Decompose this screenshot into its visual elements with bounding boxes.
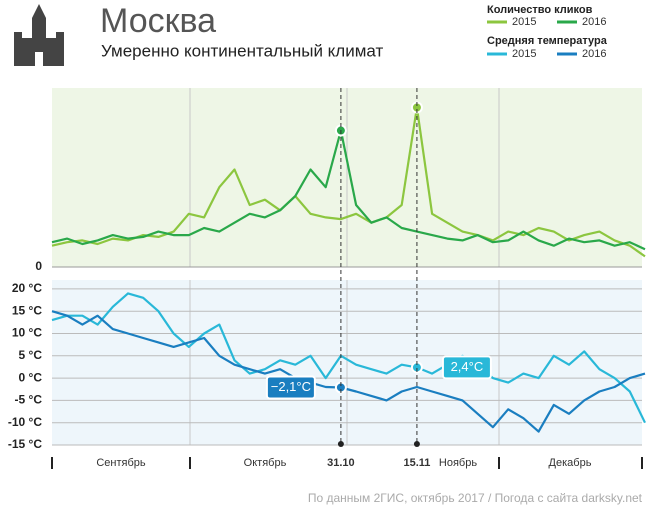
annotation-label: −2,1°C: [271, 379, 311, 394]
marker-dot: [337, 441, 344, 447]
y-tick-label: 10 °C: [12, 326, 42, 340]
y-tick-label: -5 °C: [15, 393, 43, 407]
line-series: [51, 106, 646, 258]
legend-label: 2016: [582, 48, 606, 60]
source: По данным 2ГИС, октябрь 2017 / Погода с …: [308, 491, 643, 505]
y-tick-label: -15 °C: [8, 437, 42, 451]
annotation-box: [265, 375, 316, 400]
annotation-label: 2,4°C: [451, 359, 484, 374]
legend-title: Количество кликов: [487, 4, 593, 16]
line-series: [51, 292, 646, 424]
title: Москва: [100, 2, 216, 40]
legend-label: 2015: [512, 48, 536, 60]
marker-dot: [413, 441, 420, 447]
y-tick-label: 20 °C: [12, 281, 42, 295]
y-tick-label: 0: [35, 259, 42, 273]
legend-label: 2016: [582, 16, 606, 28]
annotation-box: [441, 355, 492, 380]
x-tick-label: 15.11: [403, 457, 430, 469]
y-tick-label: -10 °C: [8, 415, 42, 429]
y-tick-label: 15 °C: [12, 303, 42, 317]
x-section-label: Сентябрь: [96, 457, 146, 469]
x-section-label: Декабрь: [549, 457, 592, 469]
y-tick-label: 0 °C: [19, 370, 43, 384]
kremlin-icon: [14, 4, 64, 66]
x-section-label: Октябрь: [244, 457, 287, 469]
subtitle: Умеренно континентальный климат: [101, 41, 383, 60]
x-tick-label: 31.10: [327, 457, 355, 469]
legend-title: Средняя температура: [487, 35, 608, 47]
line-series: [51, 129, 646, 251]
y-tick-label: 5 °C: [19, 348, 43, 362]
x-section-label: Ноябрь: [439, 457, 477, 469]
line-series: [51, 310, 646, 433]
legend-label: 2015: [512, 16, 536, 28]
